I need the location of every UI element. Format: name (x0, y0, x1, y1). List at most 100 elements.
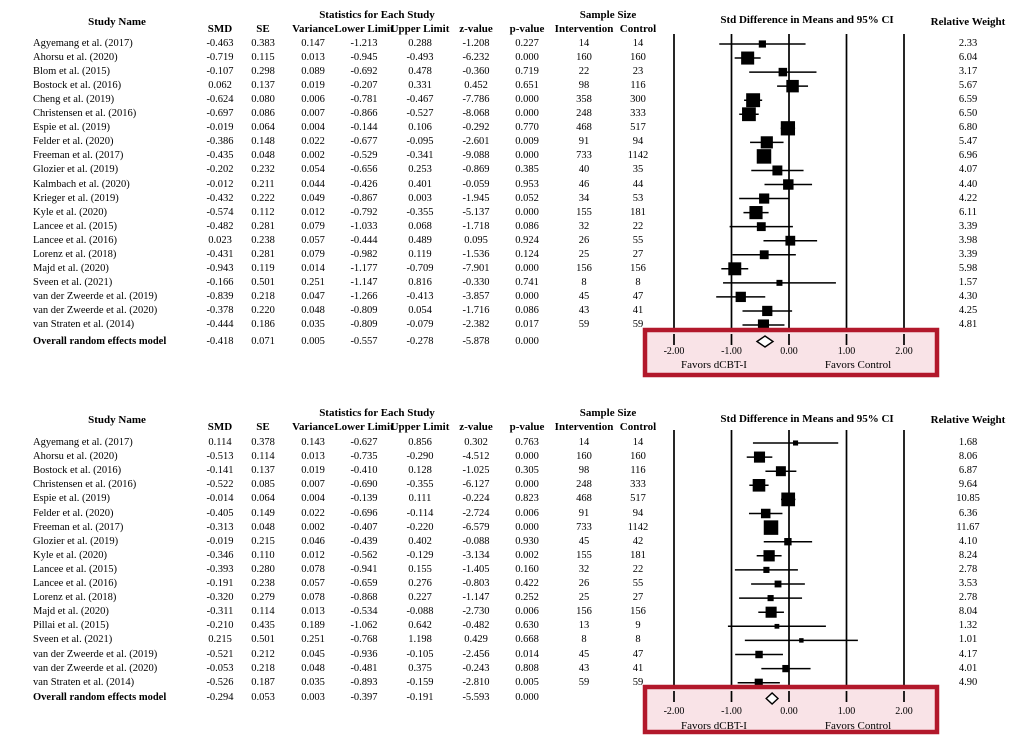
overall-stat-cell: 0.071 (251, 335, 275, 347)
stat-cell: -0.220 (406, 521, 434, 533)
sample-control-cell: 160 (630, 52, 646, 64)
stat-cell: 0.148 (251, 136, 275, 148)
stat-cell: -0.210 (206, 620, 234, 632)
sample-control-cell: 9 (635, 620, 641, 632)
stat-cell: 0.000 (515, 94, 539, 106)
overall-diamond (755, 335, 775, 348)
stat-cell: 0.238 (251, 234, 275, 246)
stat-cell: 0.401 (408, 178, 432, 190)
axis-tick-label: -1.00 (721, 706, 742, 717)
stat-cell: 0.006 (515, 507, 539, 519)
stat-cell: 0.383 (251, 38, 275, 49)
column-header-upper-limit: Upper Limit (390, 421, 450, 433)
stat-cell: -0.868 (350, 592, 378, 604)
overall-stat-cell: -0.397 (350, 691, 378, 703)
relative-weight-header: Relative Weight (930, 414, 1006, 426)
stat-cell: -1.213 (350, 38, 378, 49)
relative-weight-cell: 6.50 (958, 108, 978, 120)
overall-stat-cell: -5.878 (462, 335, 490, 347)
effect-size-square (793, 440, 799, 446)
effect-size-square (783, 179, 794, 190)
study-name-cell: Lorenz et al. (2018) (33, 248, 117, 260)
stat-cell: -1.716 (462, 304, 490, 316)
overall-stat-cell: 0.000 (515, 691, 539, 703)
stat-cell: 0.331 (408, 80, 432, 92)
stat-cell: 0.000 (515, 206, 539, 218)
column-header-se: SE (256, 23, 270, 35)
relative-weight-cell: 4.90 (958, 676, 978, 688)
effect-size-square (746, 93, 761, 108)
sample-intervention-cell: 32 (578, 563, 590, 575)
study-name-cell: Bostock et al. (2016) (33, 465, 122, 477)
sample-control-cell: 42 (632, 535, 644, 547)
stat-cell: -0.697 (206, 108, 234, 120)
sample-intervention-cell: 156 (576, 606, 592, 618)
stat-cell: 0.007 (301, 108, 325, 120)
study-name-cell: Agyemang et al. (2017) (33, 437, 133, 448)
stat-cell: -0.482 (462, 620, 490, 632)
relative-weight-cell: 2.78 (958, 563, 978, 575)
stat-cell: 0.004 (301, 493, 325, 505)
stat-cell: 0.048 (301, 304, 325, 316)
stat-cell: 0.064 (251, 122, 275, 134)
sample-intervention-cell: 160 (576, 52, 592, 64)
sample-intervention-cell: 22 (578, 66, 590, 78)
relative-weight-cell: 6.04 (958, 52, 978, 64)
stat-cell: 0.435 (251, 620, 275, 632)
stat-cell: 0.044 (301, 178, 325, 190)
stat-cell: -0.202 (206, 164, 234, 176)
sample-control-cell: 35 (632, 164, 644, 176)
relative-weight-cell: 6.87 (958, 465, 978, 477)
stat-cell: 0.057 (301, 234, 325, 246)
stat-cell: -0.191 (206, 578, 234, 589)
axis-tick-label: 1.00 (837, 346, 856, 357)
stat-cell: 0.215 (208, 634, 232, 646)
stat-cell: -9.088 (462, 150, 490, 162)
stat-cell: -0.869 (462, 164, 490, 176)
stat-cell: -0.527 (406, 108, 434, 120)
axis-tick-label: 2.00 (895, 346, 913, 357)
stat-cell: -0.243 (462, 662, 490, 674)
stat-cell: 0.501 (251, 634, 275, 646)
sample-intervention-cell: 156 (576, 262, 592, 274)
overall-label-cell: Overall random effects model (33, 691, 167, 703)
stat-cell: 0.049 (301, 192, 325, 204)
highlight-box-border (642, 327, 940, 378)
sample-control-cell: 47 (632, 648, 644, 660)
stat-cell: -0.792 (350, 206, 378, 218)
stat-cell: 0.054 (408, 304, 432, 316)
stat-cell: 0.019 (301, 80, 325, 92)
stat-cell: -0.768 (350, 634, 378, 646)
stat-cell: -0.709 (406, 262, 434, 274)
stat-cell: 0.022 (301, 136, 325, 148)
stat-cell: -0.320 (206, 592, 234, 604)
axis-tick-label: 0.00 (780, 346, 798, 357)
stat-cell: 0.143 (301, 437, 325, 448)
stat-cell: 0.080 (251, 94, 275, 106)
stat-cell: 0.422 (515, 578, 539, 589)
stat-cell: 1.198 (408, 634, 432, 646)
stat-cell: -0.107 (206, 66, 234, 78)
stat-cell: 0.006 (515, 606, 539, 618)
study-name-cell: Freeman et al. (2017) (33, 150, 124, 162)
stat-cell: 0.046 (301, 535, 325, 547)
study-name-cell: van Straten et al. (2014) (33, 676, 135, 688)
column-header-smd: SMD (207, 23, 233, 35)
overall-stat-cell: 0.053 (251, 691, 275, 703)
relative-weight-cell: 6.59 (958, 94, 978, 106)
stat-cell: 0.052 (515, 192, 539, 204)
stat-cell: 0.238 (251, 578, 275, 589)
stat-cell: 0.000 (515, 290, 539, 302)
stat-cell: -4.512 (462, 451, 490, 463)
study-name-cell: Lancee et al. (2015) (33, 220, 117, 232)
stat-cell: -0.692 (350, 66, 378, 78)
relative-weight-cell: 4.25 (958, 304, 978, 316)
stat-cell: -0.482 (206, 220, 234, 232)
sample-intervention-cell: 32 (578, 220, 590, 232)
stat-cell: -0.936 (350, 648, 378, 660)
stat-cell: 0.004 (301, 122, 325, 134)
stat-cell: 0.823 (515, 493, 539, 505)
sample-control-cell: 517 (630, 122, 646, 134)
stat-cell: -0.696 (350, 507, 378, 519)
